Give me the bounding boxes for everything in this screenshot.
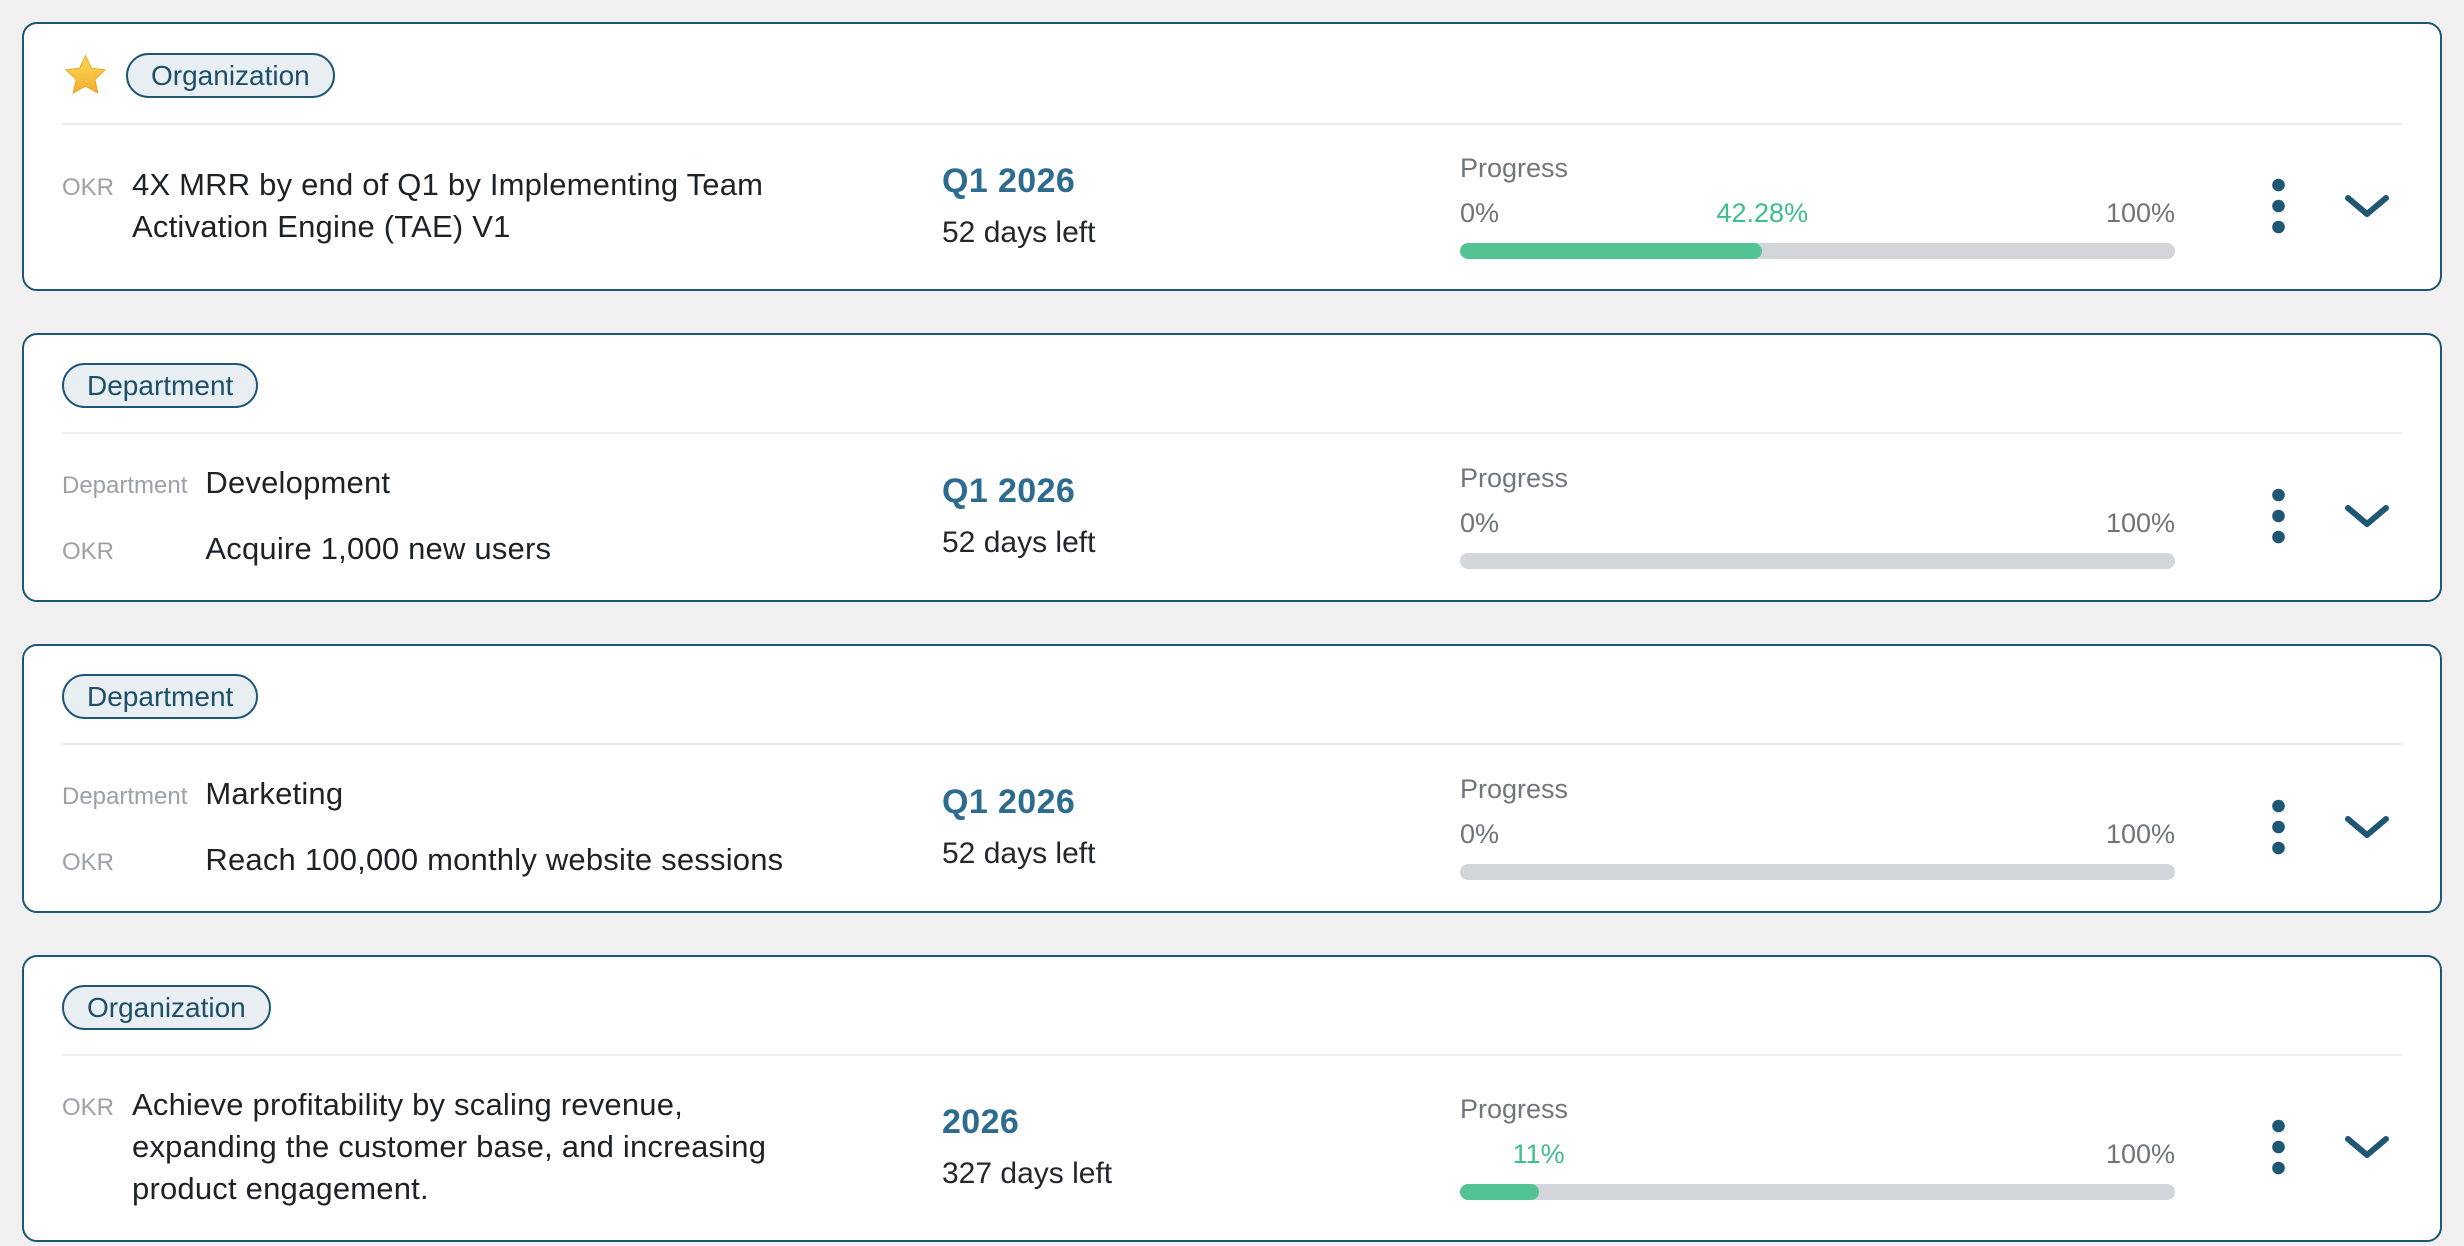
progress-min-label: 0%	[1460, 819, 1500, 849]
card-header: Department	[62, 674, 2402, 745]
level-badge: Department	[62, 363, 259, 408]
card-header: Organization	[62, 52, 2402, 125]
period-block: Q1 2026 52 days left	[942, 162, 1460, 250]
department-name: Marketing	[205, 776, 344, 811]
period-label: 2026	[942, 1103, 1020, 1141]
row-label: OKR	[62, 849, 115, 876]
period-block: 2026 327 days left	[942, 1103, 1460, 1191]
progress-bar-track	[1460, 864, 2175, 880]
okr-title: Achieve profitability by scaling revenue…	[132, 1087, 767, 1206]
card-content: Department Development OKR Acquire 1,000…	[62, 462, 2402, 570]
progress-title: Progress	[1460, 153, 1569, 183]
okr-card[interactable]: Department Department Development OKR Ac…	[22, 333, 2442, 602]
card-header: Organization	[62, 985, 2402, 1056]
progress-max-label: 100%	[2105, 198, 2175, 228]
period-block: Q1 2026 52 days left	[942, 783, 1460, 871]
progress-max-label: 100%	[2105, 1139, 2175, 1169]
days-left: 327 days left	[942, 1157, 1113, 1190]
progress-current-label: 11%	[1512, 1139, 1565, 1169]
okr-card[interactable]: Department Department Marketing OKR Reac…	[22, 644, 2442, 913]
progress-labels: 11% 100%	[1460, 1138, 2175, 1171]
okr-title: Reach 100,000 monthly website sessions	[205, 842, 784, 877]
kebab-menu-icon[interactable]	[2271, 799, 2286, 855]
progress-current-label: 42.28%	[1716, 198, 1809, 228]
card-actions	[2271, 1119, 2402, 1175]
department-name: Development	[205, 465, 391, 500]
days-left: 52 days left	[942, 837, 1096, 870]
days-left: 52 days left	[942, 526, 1096, 559]
progress-bar-track	[1460, 1184, 2175, 1200]
okr-title: Acquire 1,000 new users	[205, 531, 552, 566]
chevron-down-icon[interactable]	[2344, 1134, 2390, 1160]
progress-title: Progress	[1460, 1094, 1569, 1124]
star-icon[interactable]	[62, 52, 109, 99]
progress-bar-fill	[1460, 1184, 1539, 1200]
progress-min-label: 0%	[1460, 198, 1500, 228]
card-actions	[2271, 488, 2402, 544]
card-header: Department	[62, 363, 2402, 434]
level-badge: Organization	[62, 985, 271, 1030]
progress-min-label: 0%	[1460, 508, 1500, 538]
progress-labels: 0% 100%	[1460, 818, 2175, 851]
card-content: OKR 4X MRR by end of Q1 by Implementing …	[62, 153, 2402, 259]
row-label: OKR	[62, 538, 115, 565]
progress-labels: 0% 100%	[1460, 507, 2175, 540]
progress-title: Progress	[1460, 463, 1569, 493]
okr-rows: Department Marketing OKR Reach 100,000 m…	[62, 773, 942, 881]
chevron-down-icon[interactable]	[2344, 814, 2390, 840]
kebab-menu-icon[interactable]	[2271, 1119, 2286, 1175]
okr-rows: Department Development OKR Acquire 1,000…	[62, 462, 942, 570]
progress-block: Progress 0% 100%	[1460, 774, 2175, 880]
okr-rows: OKR 4X MRR by end of Q1 by Implementing …	[62, 164, 942, 248]
progress-block: Progress 0% 100%	[1460, 463, 2175, 569]
row-label: OKR	[62, 174, 115, 201]
period-block: Q1 2026 52 days left	[942, 472, 1460, 560]
progress-block: Progress 11% 100%	[1460, 1094, 2175, 1200]
okr-card[interactable]: Organization OKR Achieve profitability b…	[22, 955, 2442, 1242]
okr-rows: OKR Achieve profitability by scaling rev…	[62, 1084, 942, 1210]
progress-block: Progress 0% 42.28% 100%	[1460, 153, 2175, 259]
progress-max-label: 100%	[2105, 819, 2175, 849]
okr-card[interactable]: Organization OKR 4X MRR by end of Q1 by …	[22, 22, 2442, 291]
progress-max-label: 100%	[2105, 508, 2175, 538]
progress-bar-fill	[1460, 243, 1763, 259]
chevron-down-icon[interactable]	[2344, 193, 2390, 219]
row-label: OKR	[62, 1094, 115, 1121]
period-label: Q1 2026	[942, 783, 1076, 821]
kebab-menu-icon[interactable]	[2271, 488, 2286, 544]
card-actions	[2271, 799, 2402, 855]
period-label: Q1 2026	[942, 472, 1076, 510]
days-left: 52 days left	[942, 216, 1096, 249]
level-badge: Organization	[126, 53, 335, 98]
progress-labels: 0% 42.28% 100%	[1460, 197, 2175, 230]
kebab-menu-icon[interactable]	[2271, 178, 2286, 234]
progress-bar-track	[1460, 243, 2175, 259]
card-content: OKR Achieve profitability by scaling rev…	[62, 1084, 2402, 1210]
row-label: Department	[62, 472, 188, 499]
chevron-down-icon[interactable]	[2344, 503, 2390, 529]
progress-bar-track	[1460, 553, 2175, 569]
card-content: Department Marketing OKR Reach 100,000 m…	[62, 773, 2402, 881]
level-badge: Department	[62, 674, 259, 719]
card-actions	[2271, 178, 2402, 234]
period-label: Q1 2026	[942, 162, 1076, 200]
row-label: Department	[62, 783, 188, 810]
progress-title: Progress	[1460, 774, 1569, 804]
okr-title: 4X MRR by end of Q1 by Implementing Team…	[132, 167, 764, 244]
